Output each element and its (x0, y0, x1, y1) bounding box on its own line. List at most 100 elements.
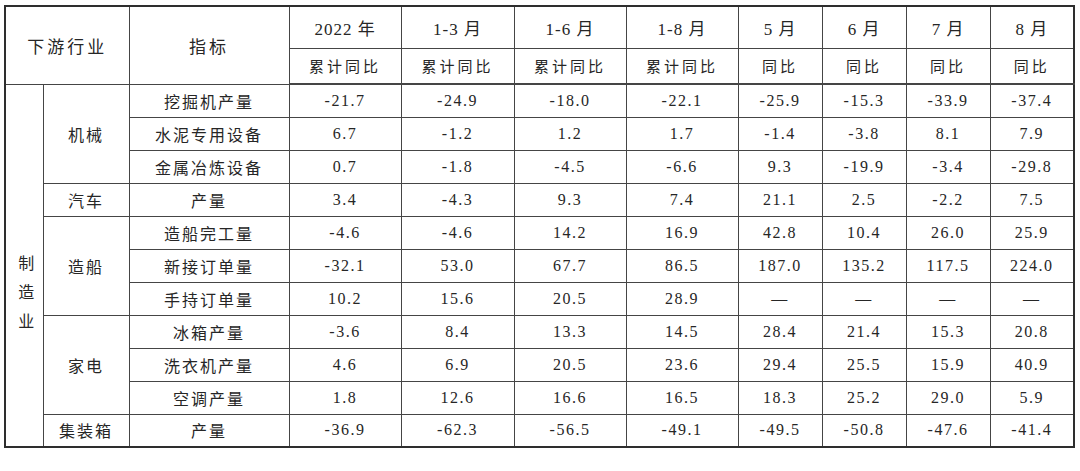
cell-value: -4.3 (401, 183, 514, 216)
header-sub-cumulative-yoy: 累计同比 (401, 48, 514, 84)
cell-indicator: 产量 (129, 183, 289, 216)
table-row: 水泥专用设备 6.7 -1.2 1.2 1.7 -1.4 -3.8 8.1 7.… (5, 117, 1074, 150)
cell-value: 15.9 (906, 348, 990, 381)
cell-value: 13.3 (514, 315, 626, 348)
cell-value: 5.9 (990, 381, 1074, 414)
header-sub-cumulative-yoy: 累计同比 (626, 48, 738, 84)
table-row: 集装箱 产量 -36.9 -62.3 -56.5 -49.1 -49.5 -50… (5, 414, 1074, 447)
cell-value: -19.9 (822, 150, 906, 183)
table-row: 手持订单量 10.2 15.6 20.5 28.9 — — — — (5, 282, 1074, 315)
cell-value: -6.6 (626, 150, 738, 183)
cell-indicator: 空调产量 (129, 381, 289, 414)
cell-category-home-appliances: 家电 (43, 315, 129, 414)
cell-value: -18.0 (514, 84, 626, 117)
table-row: 洗衣机产量 4.6 6.9 20.5 23.6 29.4 25.5 15.9 4… (5, 348, 1074, 381)
cell-value: 10.2 (289, 282, 401, 315)
cell-indicator: 金属冶炼设备 (129, 150, 289, 183)
header-sub-yoy: 同比 (822, 48, 906, 84)
cell-value: -33.9 (906, 84, 990, 117)
cell-value: -15.3 (822, 84, 906, 117)
industry-group-label: 制造业 (12, 185, 36, 342)
cell-value: — (822, 282, 906, 315)
cell-value: 9.3 (514, 183, 626, 216)
cell-value: 67.7 (514, 249, 626, 282)
cell-value: 14.2 (514, 216, 626, 249)
table-row: 造船 造船完工量 -4.6 -4.6 14.2 16.9 42.8 10.4 2… (5, 216, 1074, 249)
cell-value: 9.3 (738, 150, 822, 183)
cell-value: -24.9 (401, 84, 514, 117)
cell-value: 16.5 (626, 381, 738, 414)
cell-value: -47.6 (906, 414, 990, 447)
cell-industry-group-manufacturing: 制造业 (5, 84, 43, 447)
cell-indicator: 水泥专用设备 (129, 117, 289, 150)
cell-value: 8.1 (906, 117, 990, 150)
header-sub-yoy: 同比 (906, 48, 990, 84)
cell-value: — (906, 282, 990, 315)
cell-value: -4.6 (401, 216, 514, 249)
cell-value: 20.5 (514, 282, 626, 315)
cell-indicator: 冰箱产量 (129, 315, 289, 348)
header-period-1-6: 1-6 月 (514, 6, 626, 48)
cell-value: 0.7 (289, 150, 401, 183)
table-row: 汽车 产量 3.4 -4.3 9.3 7.4 21.1 2.5 -2.2 7.5 (5, 183, 1074, 216)
cell-indicator: 造船完工量 (129, 216, 289, 249)
cell-value: -49.1 (626, 414, 738, 447)
cell-indicator: 产量 (129, 414, 289, 447)
cell-value: -4.6 (289, 216, 401, 249)
header-period-aug: 8 月 (990, 6, 1074, 48)
cell-value: 8.4 (401, 315, 514, 348)
cell-value: 25.2 (822, 381, 906, 414)
header-sub-cumulative-yoy: 累计同比 (289, 48, 401, 84)
cell-value: -41.4 (990, 414, 1074, 447)
cell-value: 6.9 (401, 348, 514, 381)
header-sub-yoy: 同比 (738, 48, 822, 84)
industry-indicators-table: 下游行业 指标 2022 年 1-3 月 1-6 月 1-8 月 5 月 6 月… (4, 5, 1075, 448)
cell-value: -49.5 (738, 414, 822, 447)
cell-value: 1.2 (514, 117, 626, 150)
cell-category-automobile: 汽车 (43, 183, 129, 216)
cell-value: -22.1 (626, 84, 738, 117)
page-canvas: 下游行业 指标 2022 年 1-3 月 1-6 月 1-8 月 5 月 6 月… (0, 0, 1080, 471)
cell-value: 26.0 (906, 216, 990, 249)
table-row: 空调产量 1.8 12.6 16.6 16.5 18.3 25.2 29.0 5… (5, 381, 1074, 414)
cell-value: 18.3 (738, 381, 822, 414)
cell-value: 7.5 (990, 183, 1074, 216)
cell-value: -29.8 (990, 150, 1074, 183)
cell-value: 28.9 (626, 282, 738, 315)
cell-category-container: 集装箱 (43, 414, 129, 447)
cell-value: 21.4 (822, 315, 906, 348)
cell-value: 40.9 (990, 348, 1074, 381)
header-indicator: 指标 (129, 6, 289, 84)
cell-value: -1.4 (738, 117, 822, 150)
cell-value: 21.1 (738, 183, 822, 216)
header-period-may: 5 月 (738, 6, 822, 48)
cell-value: 16.9 (626, 216, 738, 249)
table-row: 家电 冰箱产量 -3.6 8.4 13.3 14.5 28.4 21.4 15.… (5, 315, 1074, 348)
header-period-1-3: 1-3 月 (401, 6, 514, 48)
cell-indicator: 洗衣机产量 (129, 348, 289, 381)
cell-value: 224.0 (990, 249, 1074, 282)
header-downstream-industry: 下游行业 (5, 6, 129, 84)
cell-value: 2.5 (822, 183, 906, 216)
cell-value: 10.4 (822, 216, 906, 249)
cell-value: -1.8 (401, 150, 514, 183)
cell-value: 7.4 (626, 183, 738, 216)
cell-value: 25.5 (822, 348, 906, 381)
cell-value: -37.4 (990, 84, 1074, 117)
cell-value: 15.3 (906, 315, 990, 348)
cell-value: -32.1 (289, 249, 401, 282)
cell-value: 6.7 (289, 117, 401, 150)
cell-value: -4.5 (514, 150, 626, 183)
cell-value: — (738, 282, 822, 315)
cell-value: 29.4 (738, 348, 822, 381)
cell-value: -1.2 (401, 117, 514, 150)
cell-value: -56.5 (514, 414, 626, 447)
cell-category-machinery: 机械 (43, 84, 129, 183)
cell-indicator: 手持订单量 (129, 282, 289, 315)
header-period-jul: 7 月 (906, 6, 990, 48)
table-row: 金属冶炼设备 0.7 -1.8 -4.5 -6.6 9.3 -19.9 -3.4… (5, 150, 1074, 183)
cell-value: 16.6 (514, 381, 626, 414)
cell-indicator: 新接订单量 (129, 249, 289, 282)
cell-value: 4.6 (289, 348, 401, 381)
header-sub-cumulative-yoy: 累计同比 (514, 48, 626, 84)
